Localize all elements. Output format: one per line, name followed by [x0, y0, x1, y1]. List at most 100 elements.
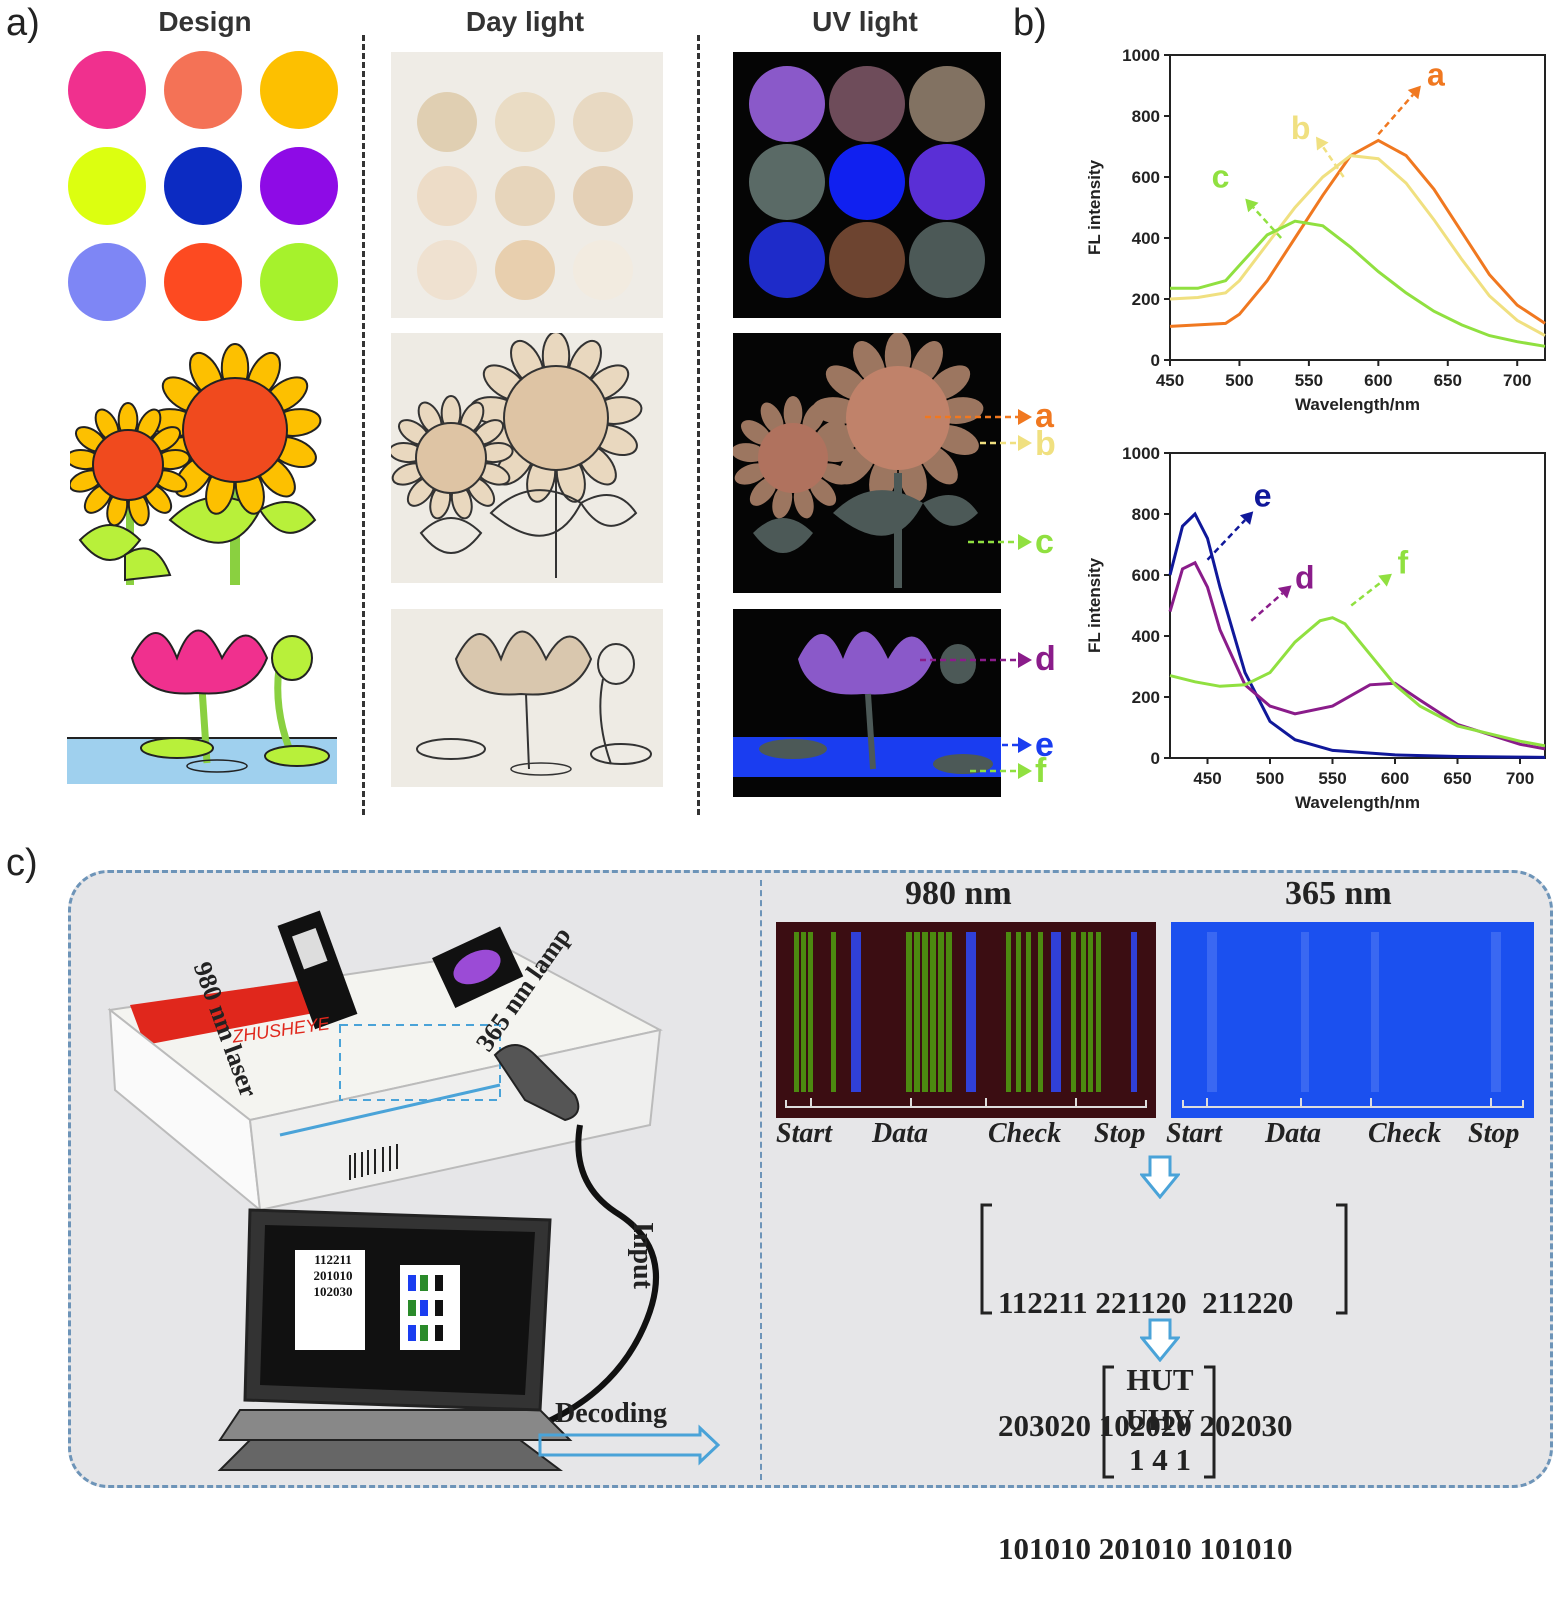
uv-marker-d: d — [1035, 640, 1056, 678]
petal — [760, 402, 784, 434]
petal — [809, 477, 837, 506]
barcode-bar — [938, 932, 944, 1092]
petal — [741, 420, 771, 445]
uv-dot — [909, 144, 985, 220]
design-dot — [164, 51, 242, 129]
screen-code-row: 112211 — [314, 1252, 352, 1267]
barcode-bar — [922, 932, 928, 1092]
series-line-e — [1168, 511, 1546, 759]
design-dot — [164, 243, 242, 321]
series-marker-d: d — [1295, 560, 1315, 596]
decoded-text: HUT UHV 1 4 1 — [1110, 1360, 1210, 1480]
x-tick-label: 550 — [1318, 769, 1346, 788]
seg-980-stop: Stop — [1094, 1118, 1146, 1149]
down-arrow-icon — [1140, 1318, 1180, 1362]
design-dot-grid — [60, 50, 350, 321]
uv-sunflower-photo — [733, 333, 1001, 593]
marker-arrowhead-f — [1378, 573, 1392, 587]
uv-dot — [909, 66, 985, 142]
title-365nm: 365 nm — [1285, 875, 1392, 912]
marker-arrowhead-e — [1239, 511, 1254, 525]
barcode-bar — [1207, 932, 1217, 1092]
uv-dot — [749, 144, 825, 220]
design-dot — [68, 147, 146, 225]
barcode-bar — [831, 932, 836, 1092]
y-tick-label: 600 — [1132, 168, 1160, 187]
daylight-dot — [573, 166, 633, 226]
x-axis-label: Wavelength/nm — [1295, 793, 1420, 812]
decoded-row: UHV — [1125, 1402, 1195, 1437]
barcode-bar — [966, 932, 976, 1092]
petal — [734, 463, 768, 485]
seg-365-data: Data — [1265, 1118, 1321, 1149]
uv-dot — [829, 222, 905, 298]
decoded-row: 1 4 1 — [1129, 1442, 1191, 1477]
marker-arrow-c — [1252, 206, 1283, 239]
y-tick-label: 1000 — [1122, 444, 1160, 463]
x-tick-label: 500 — [1225, 371, 1253, 390]
flower-center — [92, 429, 164, 501]
daylight-sunflower-photo — [391, 333, 663, 583]
screen-code-row: 102030 — [313, 1284, 353, 1299]
x-tick-label: 700 — [1503, 371, 1531, 390]
daylight-dot — [573, 92, 633, 152]
y-tick-label: 800 — [1132, 107, 1160, 126]
y-tick-label: 0 — [1151, 749, 1160, 768]
flower-center — [758, 423, 828, 493]
seg-980-check: Check — [988, 1118, 1062, 1149]
uv-marker-e: e — [1035, 726, 1054, 764]
panel-a-label: a) — [6, 2, 40, 44]
series-line-c — [1170, 219, 1546, 348]
marker-arrow-b — [1321, 145, 1345, 178]
uv-marker-arrows — [920, 409, 1032, 779]
barcode-bar — [808, 932, 813, 1092]
arrow-d-icon — [1018, 652, 1032, 668]
barcode-bar — [1088, 932, 1093, 1092]
petal — [815, 420, 845, 445]
barcode-bar — [851, 932, 861, 1092]
marker-arrowhead-c — [1245, 198, 1259, 213]
barcode-bar — [1051, 932, 1061, 1092]
arrow-a-icon — [1018, 409, 1032, 425]
design-dot — [164, 147, 242, 225]
marker-arrow-f — [1350, 580, 1384, 607]
design-dot — [260, 51, 338, 129]
decoding-label: Decoding — [555, 1398, 667, 1429]
y-tick-label: 200 — [1132, 290, 1160, 309]
down-arrow-icon — [1140, 1155, 1180, 1199]
petal — [733, 443, 766, 463]
x-tick-label: 700 — [1506, 769, 1534, 788]
x-axis-label: Wavelength/nm — [1295, 395, 1420, 414]
decoded-row: HUT — [1126, 1362, 1194, 1397]
plot-frame — [1169, 452, 1546, 759]
arrow-b-icon — [1018, 435, 1032, 451]
arrow-e-icon — [1018, 737, 1032, 753]
x-tick-label: 650 — [1443, 769, 1471, 788]
y-tick-label: 400 — [1132, 627, 1160, 646]
barcode-bar — [1038, 932, 1043, 1092]
design-column-title: Design — [158, 6, 252, 37]
panel-c-label: c) — [6, 842, 38, 884]
uv-dot — [829, 144, 905, 220]
barcode-bar — [1371, 932, 1379, 1092]
uv-dot — [749, 66, 825, 142]
daylight-column-title: Day light — [465, 6, 585, 37]
y-tick-label: 200 — [1132, 688, 1160, 707]
series-marker-b: b — [1291, 110, 1311, 146]
y-tick-label: 600 — [1132, 566, 1160, 585]
daylight-dot — [417, 92, 477, 152]
panel-b-label: b) — [1013, 2, 1047, 44]
daylight-dot — [573, 240, 633, 300]
design-dot — [68, 243, 146, 321]
screen-code-row: 201010 — [313, 1268, 353, 1283]
design-dot — [260, 243, 338, 321]
petal — [818, 463, 852, 485]
code-matrix-row: 112211 221120 211220 — [998, 1285, 1294, 1320]
series-line-b — [1169, 154, 1546, 337]
x-tick-label: 600 — [1364, 371, 1392, 390]
y-tick-label: 0 — [1151, 351, 1160, 370]
barcode-bar — [1491, 932, 1501, 1092]
daylight-dot — [495, 166, 555, 226]
y-axis-label: FL intensity — [1085, 159, 1104, 255]
arrow-f-icon — [1018, 763, 1032, 779]
